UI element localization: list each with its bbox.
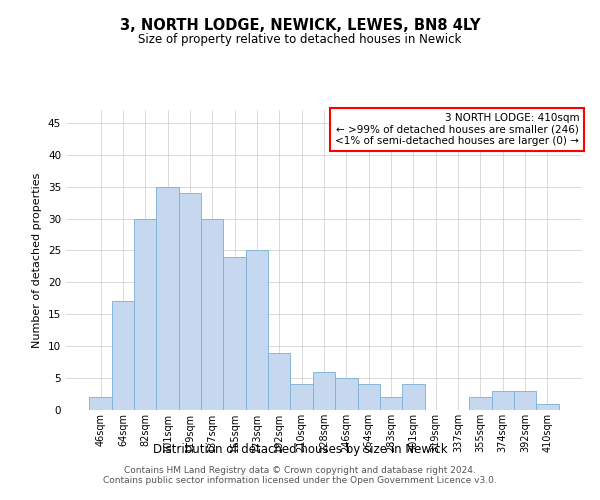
- Bar: [268, 352, 290, 410]
- Text: Size of property relative to detached houses in Newick: Size of property relative to detached ho…: [139, 32, 461, 46]
- Bar: [491, 391, 514, 410]
- Bar: [112, 302, 134, 410]
- Bar: [157, 186, 179, 410]
- Text: Contains HM Land Registry data © Crown copyright and database right 2024.
Contai: Contains HM Land Registry data © Crown c…: [103, 466, 497, 485]
- Bar: [380, 397, 402, 410]
- Bar: [402, 384, 425, 410]
- Bar: [201, 218, 223, 410]
- Bar: [290, 384, 313, 410]
- Bar: [514, 391, 536, 410]
- Bar: [536, 404, 559, 410]
- Bar: [89, 397, 112, 410]
- Bar: [246, 250, 268, 410]
- Bar: [313, 372, 335, 410]
- Bar: [134, 218, 157, 410]
- Bar: [358, 384, 380, 410]
- Text: 3 NORTH LODGE: 410sqm
← >99% of detached houses are smaller (246)
<1% of semi-de: 3 NORTH LODGE: 410sqm ← >99% of detached…: [335, 113, 579, 146]
- Text: 3, NORTH LODGE, NEWICK, LEWES, BN8 4LY: 3, NORTH LODGE, NEWICK, LEWES, BN8 4LY: [120, 18, 480, 32]
- Bar: [179, 193, 201, 410]
- Bar: [223, 257, 246, 410]
- Y-axis label: Number of detached properties: Number of detached properties: [32, 172, 43, 348]
- Bar: [335, 378, 358, 410]
- Bar: [469, 397, 491, 410]
- Text: Distribution of detached houses by size in Newick: Distribution of detached houses by size …: [152, 442, 448, 456]
